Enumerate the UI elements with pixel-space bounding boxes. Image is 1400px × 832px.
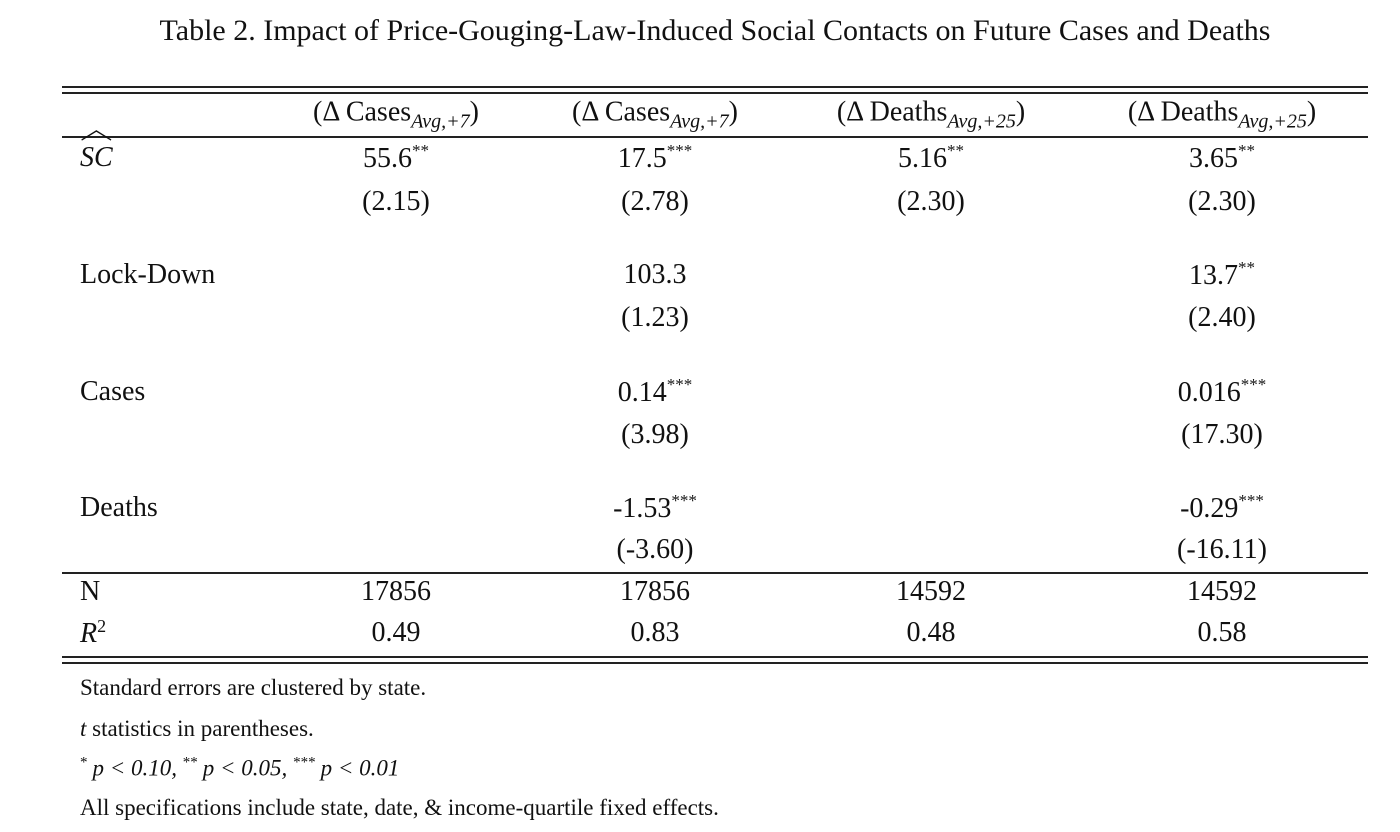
note-fixed-effects: All specifications include state, date, … — [80, 795, 719, 820]
significance-stars: ** — [947, 141, 964, 160]
note-pvalue: p < 0.01 — [320, 755, 400, 781]
stat-value: 0.49 — [371, 617, 421, 648]
row-label: Cases — [80, 376, 145, 408]
top-rule-2 — [62, 92, 1368, 94]
stat-value: 14592 — [896, 576, 966, 607]
header-rule — [62, 136, 1368, 138]
table-title: Table 2. Impact of Price-Gouging-Law-Ind… — [159, 14, 1271, 47]
coef-value: 5.16 — [898, 143, 947, 174]
note-t: t — [80, 716, 87, 741]
note-stars: *** — [293, 754, 316, 771]
significance-stars: *** — [1240, 375, 1267, 394]
coefficient: 17.5*** — [618, 141, 693, 175]
label-text: Cases — [80, 376, 146, 407]
row-label: SC — [80, 130, 113, 174]
t-statistic: (17.30) — [1181, 419, 1263, 450]
significance-stars: ** — [1238, 258, 1255, 277]
label-text: Lock-Down — [80, 259, 216, 290]
coef-value: 17.5 — [617, 143, 667, 174]
note-significance: * p < 0.10, ** p < 0.05, *** p < 0.01 — [80, 755, 399, 782]
coef-value: 0.14 — [617, 377, 667, 408]
note-stars: * — [80, 754, 88, 771]
coef-value: 3.65 — [1189, 143, 1238, 174]
coef-value: 0.016 — [1177, 377, 1241, 408]
hat-label: SC — [80, 130, 113, 174]
significance-stars: *** — [671, 491, 697, 510]
coefficient: 55.6** — [363, 141, 429, 175]
hat-accent — [81, 130, 112, 141]
significance-stars: *** — [1238, 491, 1264, 510]
coefficient: 5.16** — [898, 141, 964, 175]
header-subscript: Avg,+7 — [670, 110, 729, 133]
note-t-text: statistics in parentheses. — [86, 716, 314, 741]
column-header: (Δ CasesAvg,+7) — [313, 97, 479, 134]
significance-stars: *** — [666, 375, 693, 394]
header-prefix: (Δ Cases — [572, 96, 671, 128]
note-stars: ** — [182, 754, 198, 771]
column-header: (Δ DeathsAvg,+25) — [837, 97, 1025, 134]
coef-value: -1.53 — [613, 493, 672, 524]
stat-value: 17856 — [620, 576, 690, 607]
header-suffix: ) — [1015, 96, 1026, 128]
t-statistic: (-3.60) — [616, 534, 694, 565]
row-label: Lock-Down — [80, 259, 215, 291]
bottom-rule-2 — [62, 662, 1368, 664]
stat-value: 0.83 — [630, 617, 680, 648]
note-pvalue: p < 0.05, — [202, 755, 294, 781]
note-se: Standard errors are clustered by state. — [80, 675, 427, 700]
stat-value: 14592 — [1187, 576, 1257, 607]
t-statistic: (2.15) — [362, 186, 430, 217]
stat-label: R2 — [80, 616, 106, 650]
coefficient: 13.7** — [1189, 258, 1255, 292]
label-superscript: 2 — [97, 615, 107, 636]
header-prefix: (Δ Deaths — [1127, 96, 1239, 128]
header-subscript: Avg,+25 — [1238, 110, 1307, 133]
header-subscript: Avg,+25 — [947, 110, 1016, 133]
header-subscript: Avg,+7 — [411, 110, 470, 133]
top-rule — [62, 86, 1368, 88]
t-statistic: (1.23) — [621, 302, 689, 333]
coefficient: 0.016*** — [1178, 375, 1267, 409]
t-statistic: (3.98) — [621, 419, 689, 450]
header-prefix: (Δ Deaths — [836, 96, 948, 128]
coefficient: -1.53*** — [613, 491, 697, 525]
significance-stars: ** — [1238, 141, 1255, 160]
coefficient: 3.65** — [1189, 141, 1255, 175]
coef-value: -0.29 — [1180, 493, 1239, 524]
t-statistic: (2.78) — [621, 186, 689, 217]
significance-stars: ** — [412, 141, 429, 160]
coef-value: 55.6 — [363, 143, 412, 174]
bottom-rule — [62, 656, 1368, 658]
t-statistic: (-16.11) — [1177, 534, 1267, 565]
coefficient: 0.14*** — [618, 375, 693, 409]
column-header: (Δ DeathsAvg,+25) — [1128, 97, 1316, 134]
column-header: (Δ CasesAvg,+7) — [572, 97, 738, 134]
header-prefix: (Δ Cases — [313, 96, 412, 128]
label-text: N — [80, 576, 101, 607]
label-text: Deaths — [80, 492, 158, 523]
stat-value: 0.58 — [1197, 617, 1247, 648]
significance-stars: *** — [666, 141, 693, 160]
header-suffix: ) — [728, 96, 738, 128]
stats-rule — [62, 572, 1368, 574]
note-pvalue: p < 0.10, — [92, 755, 183, 781]
stat-value: 17856 — [361, 576, 431, 607]
coef-value: 13.7 — [1189, 260, 1238, 291]
coefficient: 103.3 — [624, 259, 687, 291]
note-tstat: t statistics in parentheses. — [80, 716, 314, 742]
label-text: SC — [80, 142, 113, 173]
row-label: Deaths — [80, 492, 158, 524]
t-statistic: (2.40) — [1188, 302, 1256, 333]
label-text: R — [80, 618, 98, 650]
header-suffix: ) — [1306, 96, 1317, 128]
coefficient: -0.29*** — [1180, 491, 1264, 525]
coef-value: 103.3 — [623, 259, 687, 290]
stat-label: N — [80, 576, 100, 608]
header-suffix: ) — [469, 96, 479, 128]
t-statistic: (2.30) — [897, 186, 965, 217]
t-statistic: (2.30) — [1188, 186, 1256, 217]
stat-value: 0.48 — [906, 617, 956, 648]
